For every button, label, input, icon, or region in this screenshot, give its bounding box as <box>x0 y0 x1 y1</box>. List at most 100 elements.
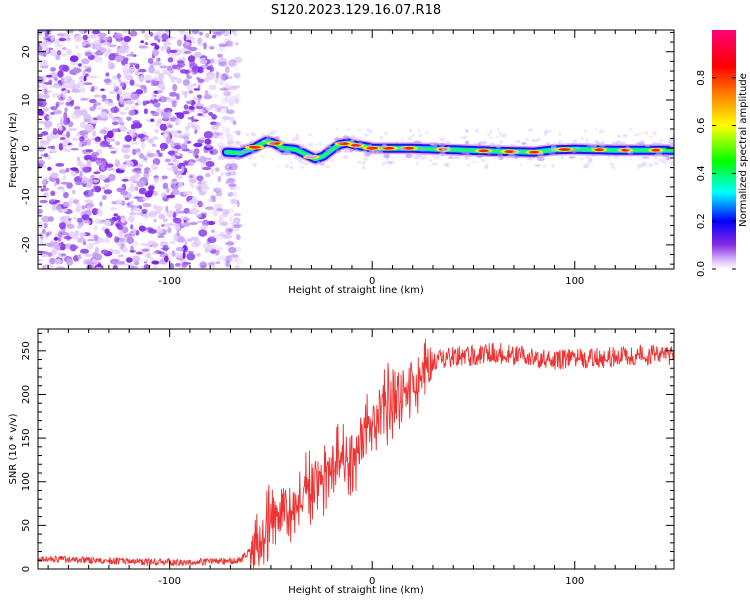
noise-blob <box>103 78 111 84</box>
track-side-blob <box>476 154 483 159</box>
noise-blob <box>217 106 222 113</box>
noise-blob <box>76 217 83 223</box>
noise-blob <box>212 94 218 99</box>
noise-blob <box>99 129 107 135</box>
noise-blob <box>170 155 177 163</box>
noise-blob <box>203 131 213 139</box>
faint-speckle <box>658 158 664 162</box>
faint-speckle <box>534 163 541 168</box>
noise-blob <box>73 108 82 116</box>
noise-blob <box>64 82 73 86</box>
noise-blob <box>122 161 127 165</box>
noise-blob <box>119 111 127 115</box>
track-side-blob <box>550 148 557 152</box>
noise-blob <box>42 179 46 184</box>
noise-blob <box>191 30 200 35</box>
noise-blob <box>184 137 188 146</box>
noise-blob <box>84 253 93 258</box>
spectrogram-y-tick-label: 10 <box>21 94 32 107</box>
track-hotspot-red <box>478 149 489 153</box>
noise-blob <box>217 57 228 65</box>
noise-blob <box>88 75 98 79</box>
noise-blob <box>88 33 98 39</box>
noise-blob <box>236 200 240 208</box>
noise-blob <box>204 138 212 145</box>
noise-blob <box>111 116 117 123</box>
noise-blob <box>79 161 83 167</box>
noise-blob <box>100 88 105 92</box>
noise-blob <box>94 136 102 142</box>
noise-blob <box>80 86 86 94</box>
noise-blob <box>105 72 110 77</box>
noise-blob <box>116 93 120 101</box>
noise-blob <box>230 30 237 33</box>
noise-blob <box>169 69 174 74</box>
noise-blob <box>69 167 78 171</box>
noise-blob <box>212 30 219 35</box>
noise-blob <box>62 174 67 180</box>
noise-blob <box>148 185 155 191</box>
noise-blob <box>53 236 59 241</box>
track-side-blob <box>361 150 368 154</box>
noise-blob <box>73 217 77 220</box>
noise-blob <box>205 161 215 168</box>
noise-blob <box>211 123 220 131</box>
noise-blob <box>230 85 234 89</box>
noise-blob <box>85 149 94 153</box>
noise-blob <box>225 247 235 250</box>
noise-blob <box>218 43 228 47</box>
noise-blob <box>161 175 168 180</box>
noise-blob <box>58 252 62 256</box>
track-side-blob <box>625 146 631 150</box>
noise-blob <box>214 187 219 192</box>
faint-speckle <box>415 161 419 166</box>
noise-blob <box>226 109 234 115</box>
faint-speckle <box>362 161 366 165</box>
noise-blob <box>65 167 70 173</box>
noise-blob <box>126 205 135 208</box>
noise-blob <box>47 166 52 171</box>
faint-speckle <box>250 132 257 137</box>
noise-blob <box>153 102 161 108</box>
snr-ticks: -100 0 100 0 50 100 150 200 250 <box>21 329 674 587</box>
noise-blob <box>65 101 70 106</box>
noise-blob <box>211 229 215 233</box>
noise-blob <box>234 99 239 104</box>
noise-blob <box>129 250 136 253</box>
faint-speckle <box>438 138 443 141</box>
noise-blob <box>66 48 72 56</box>
noise-blob <box>53 181 58 187</box>
noise-blob <box>150 42 158 46</box>
noise-blob <box>188 251 194 254</box>
noise-blob <box>130 224 134 230</box>
noise-blob <box>214 187 221 192</box>
noise-blob <box>115 141 121 146</box>
snr-x-tick-label: -100 <box>158 576 181 587</box>
noise-blob <box>118 163 127 171</box>
faint-speckle <box>489 129 493 135</box>
noise-blob <box>38 145 45 152</box>
noise-blob <box>124 107 130 111</box>
faint-speckle <box>557 140 562 144</box>
noise-blob <box>221 125 229 134</box>
track-side-blob <box>453 156 461 160</box>
noise-blob <box>173 217 182 224</box>
noise-blob <box>171 188 180 196</box>
noise-blob <box>164 46 169 50</box>
track-side-blob <box>342 135 350 140</box>
noise-blob <box>224 84 230 91</box>
noise-blob <box>110 106 120 114</box>
noise-blob <box>98 174 107 181</box>
noise-blob <box>162 69 171 76</box>
faint-speckle <box>251 132 255 135</box>
faint-speckle <box>463 135 468 140</box>
noise-blob <box>79 30 84 35</box>
faint-speckle <box>515 139 521 144</box>
noise-blob <box>154 151 159 158</box>
noise-blob <box>182 251 186 259</box>
noise-blob <box>231 185 241 191</box>
colorbar: 0.0 0.2 0.4 0.6 0.8 Normalized spectral ampl… <box>696 30 749 277</box>
noise-blob <box>233 61 239 70</box>
noise-blob <box>216 247 221 253</box>
